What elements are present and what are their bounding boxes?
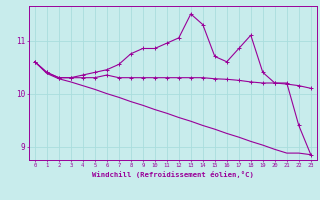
X-axis label: Windchill (Refroidissement éolien,°C): Windchill (Refroidissement éolien,°C) xyxy=(92,171,254,178)
